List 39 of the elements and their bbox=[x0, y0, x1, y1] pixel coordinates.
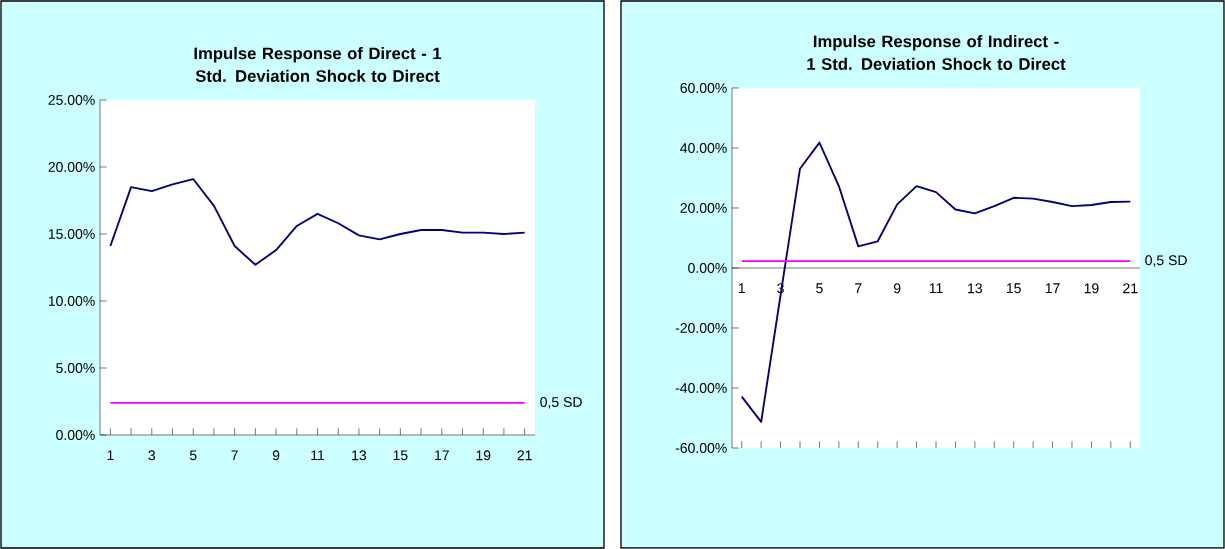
y-tick-label: -60.00% bbox=[675, 443, 727, 453]
x-tick-label: 7 bbox=[855, 283, 862, 293]
x-tick-label: 9 bbox=[272, 450, 280, 461]
y-tick-label: 60.00% bbox=[680, 83, 727, 93]
y-tick-label: 10.00% bbox=[48, 296, 95, 306]
chart-title: Impulse Response of Direct - 1 Std. Deviation Shock to Direct bbox=[194, 47, 442, 82]
x-tick-label: 15 bbox=[1007, 283, 1021, 294]
y-tick-label: 0.00% bbox=[56, 430, 95, 440]
y-tick-label: 20.00% bbox=[680, 203, 727, 213]
x-tick-label: 13 bbox=[352, 450, 367, 461]
x-tick-label: 21 bbox=[1123, 283, 1138, 294]
x-tick-label: 21 bbox=[517, 450, 532, 461]
x-tick-label: 19 bbox=[1084, 283, 1099, 294]
x-tick-label: 3 bbox=[148, 450, 156, 461]
ref-line-label: 0,5 SD bbox=[1145, 255, 1187, 267]
x-tick-label: 17 bbox=[1045, 283, 1060, 293]
x-tick-label: 1 bbox=[738, 283, 745, 293]
x-tick-label: 1 bbox=[107, 450, 114, 460]
line-series bbox=[109, 178, 526, 266]
y-tick-label: -20.00% bbox=[675, 323, 727, 333]
x-tick-label: 5 bbox=[816, 283, 823, 294]
y-tick-label: 20.00% bbox=[48, 162, 95, 172]
y-tick-label: 25.00% bbox=[48, 95, 95, 105]
x-tick-label: 9 bbox=[893, 283, 901, 294]
x-tick-label: 11 bbox=[311, 450, 325, 460]
y-tick-label: 0.00% bbox=[688, 263, 727, 273]
y-tick-label: 5.00% bbox=[56, 363, 95, 373]
x-tick-label: 5 bbox=[189, 450, 197, 461]
x-tick-label: 7 bbox=[231, 450, 238, 460]
chart-title: Impulse Response of Indirect - 1 Std. Deviation Shock to Direct bbox=[807, 35, 1066, 70]
x-tick-label: 17 bbox=[435, 450, 449, 460]
y-tick-label: 40.00% bbox=[680, 143, 727, 153]
x-tick-label: 11 bbox=[929, 283, 943, 293]
x-tick-label: 13 bbox=[968, 283, 983, 294]
y-tick-label: 15.00% bbox=[48, 229, 95, 239]
ref-line-label: 0,5 SD bbox=[540, 397, 582, 409]
x-tick-label: 15 bbox=[393, 450, 408, 461]
x-tick-label: 19 bbox=[476, 450, 491, 461]
y-tick-label: -40.00% bbox=[675, 383, 727, 393]
